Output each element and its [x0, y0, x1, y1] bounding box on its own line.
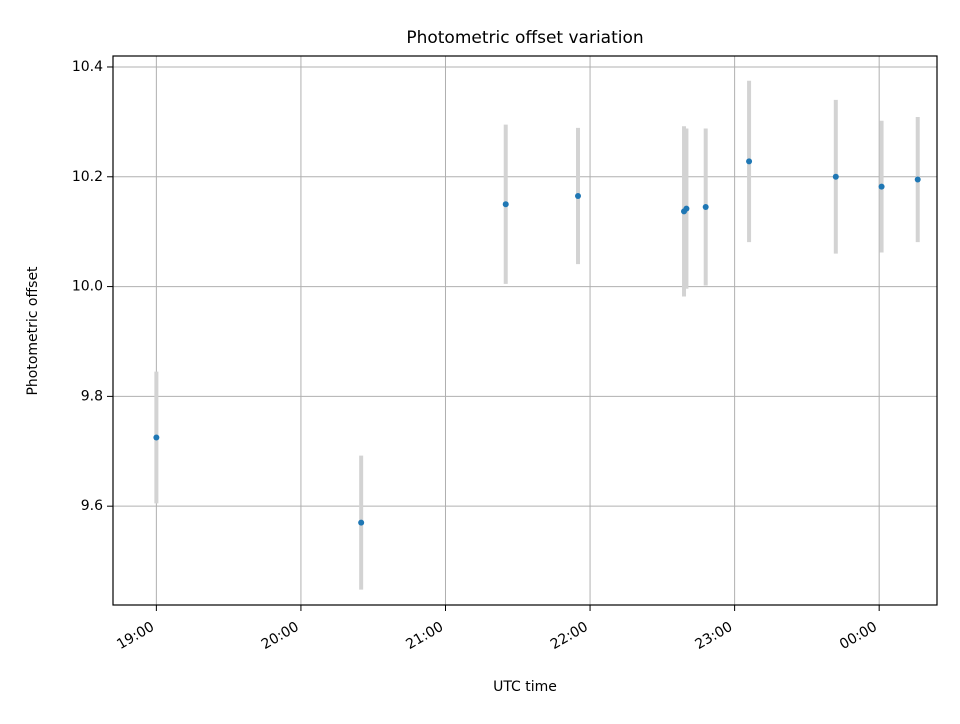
chart-title: Photometric offset variation: [406, 28, 643, 48]
plot-frame: [112, 55, 938, 606]
y-axis-ticks: 9.6 9.8 10.0 10.2 10.4: [72, 59, 113, 514]
data-points: [153, 158, 921, 526]
y-tick-label: 10.4: [72, 59, 103, 75]
data-point: [832, 173, 839, 180]
data-point: [914, 176, 921, 183]
data-point: [878, 183, 885, 190]
y-tick-label: 9.8: [81, 388, 103, 404]
data-point: [702, 203, 709, 210]
y-tick-label: 9.6: [81, 498, 103, 514]
data-point: [746, 158, 753, 165]
data-point: [358, 519, 365, 526]
data-point: [683, 205, 690, 212]
grid-lines: [113, 56, 937, 605]
x-axis-label: UTC time: [493, 679, 557, 695]
y-tick-label: 10.0: [72, 279, 103, 295]
y-axis-label: Photometric offset: [25, 266, 41, 396]
data-point: [153, 434, 160, 441]
data-point: [502, 201, 509, 208]
y-tick-label: 10.2: [72, 169, 103, 185]
data-point: [575, 192, 582, 199]
